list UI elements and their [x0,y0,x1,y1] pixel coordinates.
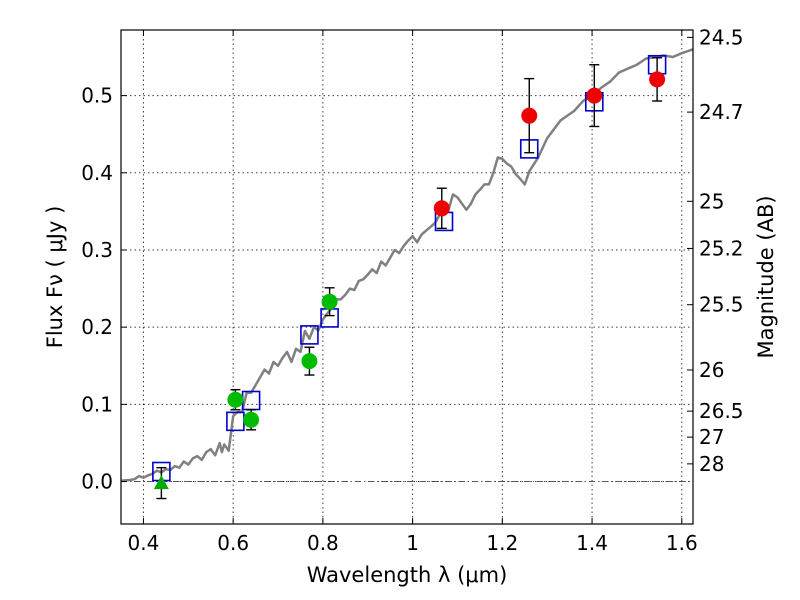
x-tick-label: 0.8 [307,531,339,555]
x-tick-label: 1.2 [486,531,518,555]
y-tick-label: 0.0 [81,470,113,494]
x-axis-label: Wavelength λ (μm) [307,563,508,587]
photometry-point [321,293,338,310]
mag-tick-label: 27 [699,425,724,449]
x-tick-label: 1.4 [576,531,608,555]
plot-series [120,48,694,500]
x-tick-label: 0.6 [217,531,249,555]
x-tick-label: 1.6 [666,531,698,555]
photometry-point [227,391,244,408]
mag-tick-label: 24.5 [699,25,744,49]
photometry-point [586,87,603,104]
plot-frame [120,29,694,525]
axis-ticks [121,30,693,524]
tick-labels: 0.4 0.6 0.8 1 1.2 1.4 1.6 0.0 0.1 0.2 0.3 0.4 0.5 24.… [81,25,743,555]
mag-tick-label: 25.2 [699,236,744,260]
model-square-point [300,325,319,345]
grid [121,30,693,524]
mag-tick-label: 28 [699,452,724,476]
y-tick-label: 0.1 [81,392,113,416]
mag-tick-label: 26.5 [699,399,744,423]
photometry-point [243,411,260,428]
mag-tick-label: 24.7 [699,100,744,124]
photometry-point [649,71,666,88]
x-tick-label: 0.4 [128,531,160,555]
y-tick-label: 0.4 [81,161,113,185]
y-tick-label: 0.5 [81,84,113,108]
mag-tick-label: 25 [699,189,724,213]
y2-axis-label: Magnitude (AB) [754,195,778,358]
photometry-point [301,353,318,370]
photometry-point [521,107,538,124]
x-tick-label: 1 [406,531,419,555]
y-tick-label: 0.3 [81,238,113,262]
photometry-point [433,200,450,217]
mag-tick-label: 25.5 [699,293,744,317]
upper-limit-triangle [153,475,169,490]
y-tick-label: 0.2 [81,315,113,339]
y-axis-label: Flux Fν ( μJy ) [43,206,67,349]
mag-tick-label: 26 [699,358,724,382]
spectrum-line [120,48,694,483]
